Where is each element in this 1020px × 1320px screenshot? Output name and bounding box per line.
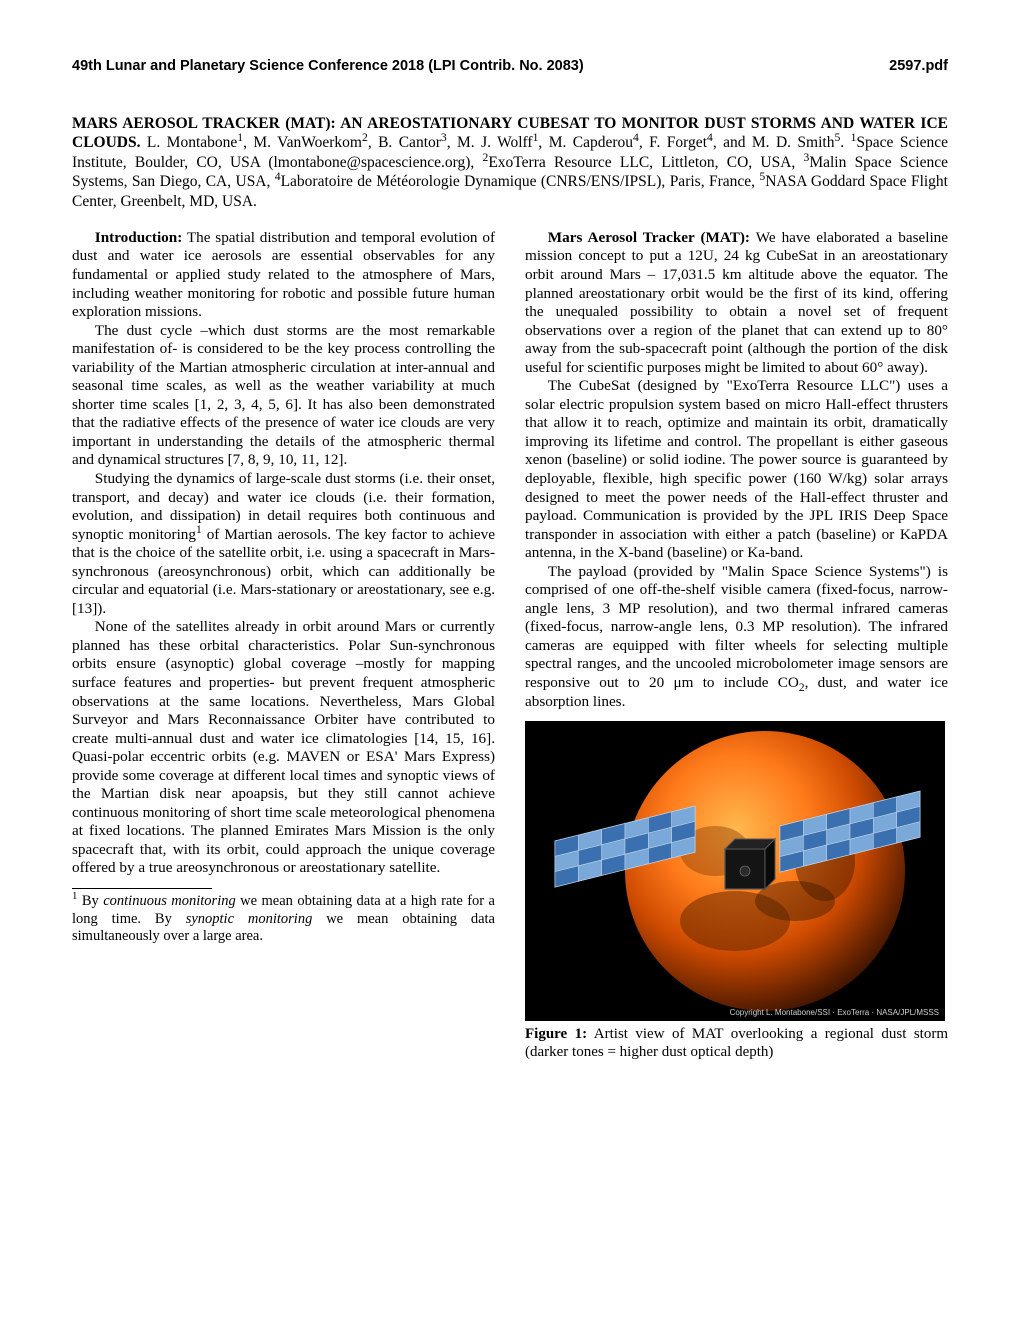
figure-1: Copyright L. Montabone/SSI · ExoTerra · … bbox=[525, 721, 948, 1062]
header-left: 49th Lunar and Planetary Science Confere… bbox=[72, 58, 584, 74]
intro-paragraph-1: Introduction: The spatial distribution a… bbox=[72, 229, 495, 322]
mat-text-1: We have elaborated a baseline mission co… bbox=[525, 229, 948, 376]
svg-text:Copyright L. Montabone/SSI · E: Copyright L. Montabone/SSI · ExoTerra · … bbox=[730, 1008, 939, 1017]
intro-paragraph-3: Studying the dynamics of large-scale dus… bbox=[72, 470, 495, 618]
mat-paragraph-1: Mars Aerosol Tracker (MAT): We have elab… bbox=[525, 229, 948, 377]
figure-1-caption-text: Artist view of MAT overlooking a regiona… bbox=[525, 1026, 948, 1060]
title-block: MARS AEROSOL TRACKER (MAT): AN AREOSTATI… bbox=[72, 114, 948, 211]
two-column-body: Introduction: The spatial distribution a… bbox=[72, 229, 948, 1062]
mat-paragraph-2: The CubeSat (designed by "ExoTerra Resou… bbox=[525, 377, 948, 562]
left-column: Introduction: The spatial distribution a… bbox=[72, 229, 495, 1062]
intro-paragraph-2: The dust cycle –which dust storms are th… bbox=[72, 322, 495, 470]
mat-section-label: Mars Aerosol Tracker (MAT): bbox=[548, 229, 750, 246]
figure-1-image: Copyright L. Montabone/SSI · ExoTerra · … bbox=[525, 721, 945, 1021]
footnote-1: 1 By continuous monitoring we mean obtai… bbox=[72, 893, 495, 946]
footnote-separator bbox=[72, 888, 212, 889]
intro-paragraph-4: None of the satellites already in orbit … bbox=[72, 618, 495, 878]
page: 49th Lunar and Planetary Science Confere… bbox=[0, 0, 1020, 1320]
figure-1-caption: Figure 1: Artist view of MAT overlooking… bbox=[525, 1025, 948, 1062]
header-right: 2597.pdf bbox=[889, 58, 948, 74]
introduction-label: Introduction: bbox=[95, 229, 182, 246]
figure-1-label: Figure 1: bbox=[525, 1026, 587, 1042]
running-header: 49th Lunar and Planetary Science Confere… bbox=[72, 58, 948, 74]
mat-paragraph-3: The payload (provided by "Malin Space Sc… bbox=[525, 563, 948, 711]
right-column: Mars Aerosol Tracker (MAT): We have elab… bbox=[525, 229, 948, 1062]
authors-affiliations: L. Montabone1, M. VanWoerkom2, B. Cantor… bbox=[72, 134, 948, 209]
